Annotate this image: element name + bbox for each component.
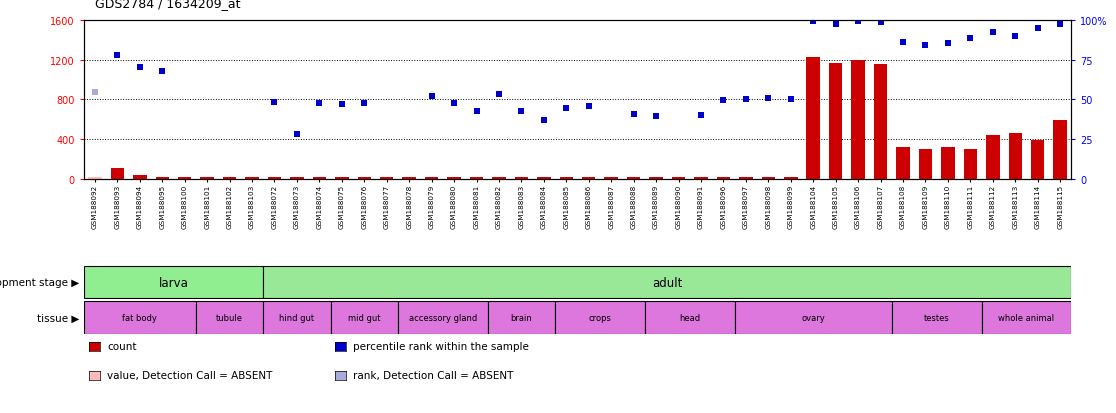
Bar [583, 178, 596, 180]
Bar [379, 178, 394, 180]
Bar [177, 178, 192, 180]
Bar [448, 178, 461, 180]
Bar [672, 178, 685, 180]
Bar [1009, 134, 1022, 180]
Bar [807, 57, 820, 180]
Bar [492, 178, 506, 180]
Bar [246, 178, 259, 180]
Bar [263, 301, 330, 334]
Bar [559, 178, 573, 180]
Text: count: count [107, 342, 136, 351]
Text: GDS2784 / 1634209_at: GDS2784 / 1634209_at [95, 0, 240, 10]
Text: whole animal: whole animal [999, 313, 1055, 322]
Bar [268, 178, 281, 180]
Bar [627, 178, 641, 180]
Bar [223, 178, 237, 180]
Bar [201, 178, 214, 180]
Bar [330, 301, 398, 334]
Text: testes: testes [924, 313, 950, 322]
Text: fat body: fat body [123, 313, 157, 322]
Text: tissue ▶: tissue ▶ [37, 313, 79, 323]
Text: accessory gland: accessory gland [408, 313, 477, 322]
Text: tubule: tubule [217, 313, 243, 322]
Bar [1054, 121, 1067, 180]
Bar [734, 301, 892, 334]
Bar [941, 148, 954, 180]
Bar [514, 178, 528, 180]
Bar [896, 148, 910, 180]
Bar [918, 150, 932, 180]
Bar [785, 178, 798, 180]
Bar [1031, 141, 1045, 180]
Bar [892, 301, 982, 334]
Bar [312, 178, 326, 180]
Bar [290, 178, 304, 180]
Bar [645, 301, 734, 334]
Bar [425, 178, 439, 180]
Bar [398, 301, 488, 334]
Text: mid gut: mid gut [348, 313, 381, 322]
Bar [488, 301, 555, 334]
Text: value, Detection Call = ABSENT: value, Detection Call = ABSENT [107, 370, 272, 380]
Text: ovary: ovary [801, 313, 825, 322]
Text: adult: adult [652, 276, 683, 289]
Text: rank, Detection Call = ABSENT: rank, Detection Call = ABSENT [353, 370, 513, 380]
Bar [84, 266, 263, 299]
Bar [470, 178, 483, 180]
Bar [982, 301, 1071, 334]
Bar [357, 178, 371, 180]
Text: hind gut: hind gut [279, 313, 315, 322]
Text: percentile rank within the sample: percentile rank within the sample [353, 342, 529, 351]
Bar [605, 178, 618, 180]
Bar [196, 301, 263, 334]
Bar [987, 136, 1000, 180]
Bar [694, 178, 708, 180]
Text: brain: brain [510, 313, 532, 322]
Bar [555, 301, 645, 334]
Text: head: head [680, 313, 701, 322]
Bar [716, 178, 730, 180]
Text: crops: crops [588, 313, 612, 322]
Bar [133, 176, 146, 180]
Bar [403, 178, 416, 180]
Text: development stage ▶: development stage ▶ [0, 278, 79, 287]
Bar [761, 178, 775, 180]
Bar [852, 60, 865, 180]
Bar [739, 178, 752, 180]
Bar [963, 150, 978, 180]
Bar [829, 63, 843, 180]
Bar [537, 178, 550, 180]
Bar [263, 266, 1071, 299]
Bar [874, 64, 887, 180]
Bar [155, 178, 169, 180]
Bar [88, 178, 102, 180]
Text: larva: larva [158, 276, 189, 289]
Bar [650, 178, 663, 180]
Bar [335, 178, 348, 180]
Bar [110, 168, 124, 180]
Bar [84, 301, 196, 334]
